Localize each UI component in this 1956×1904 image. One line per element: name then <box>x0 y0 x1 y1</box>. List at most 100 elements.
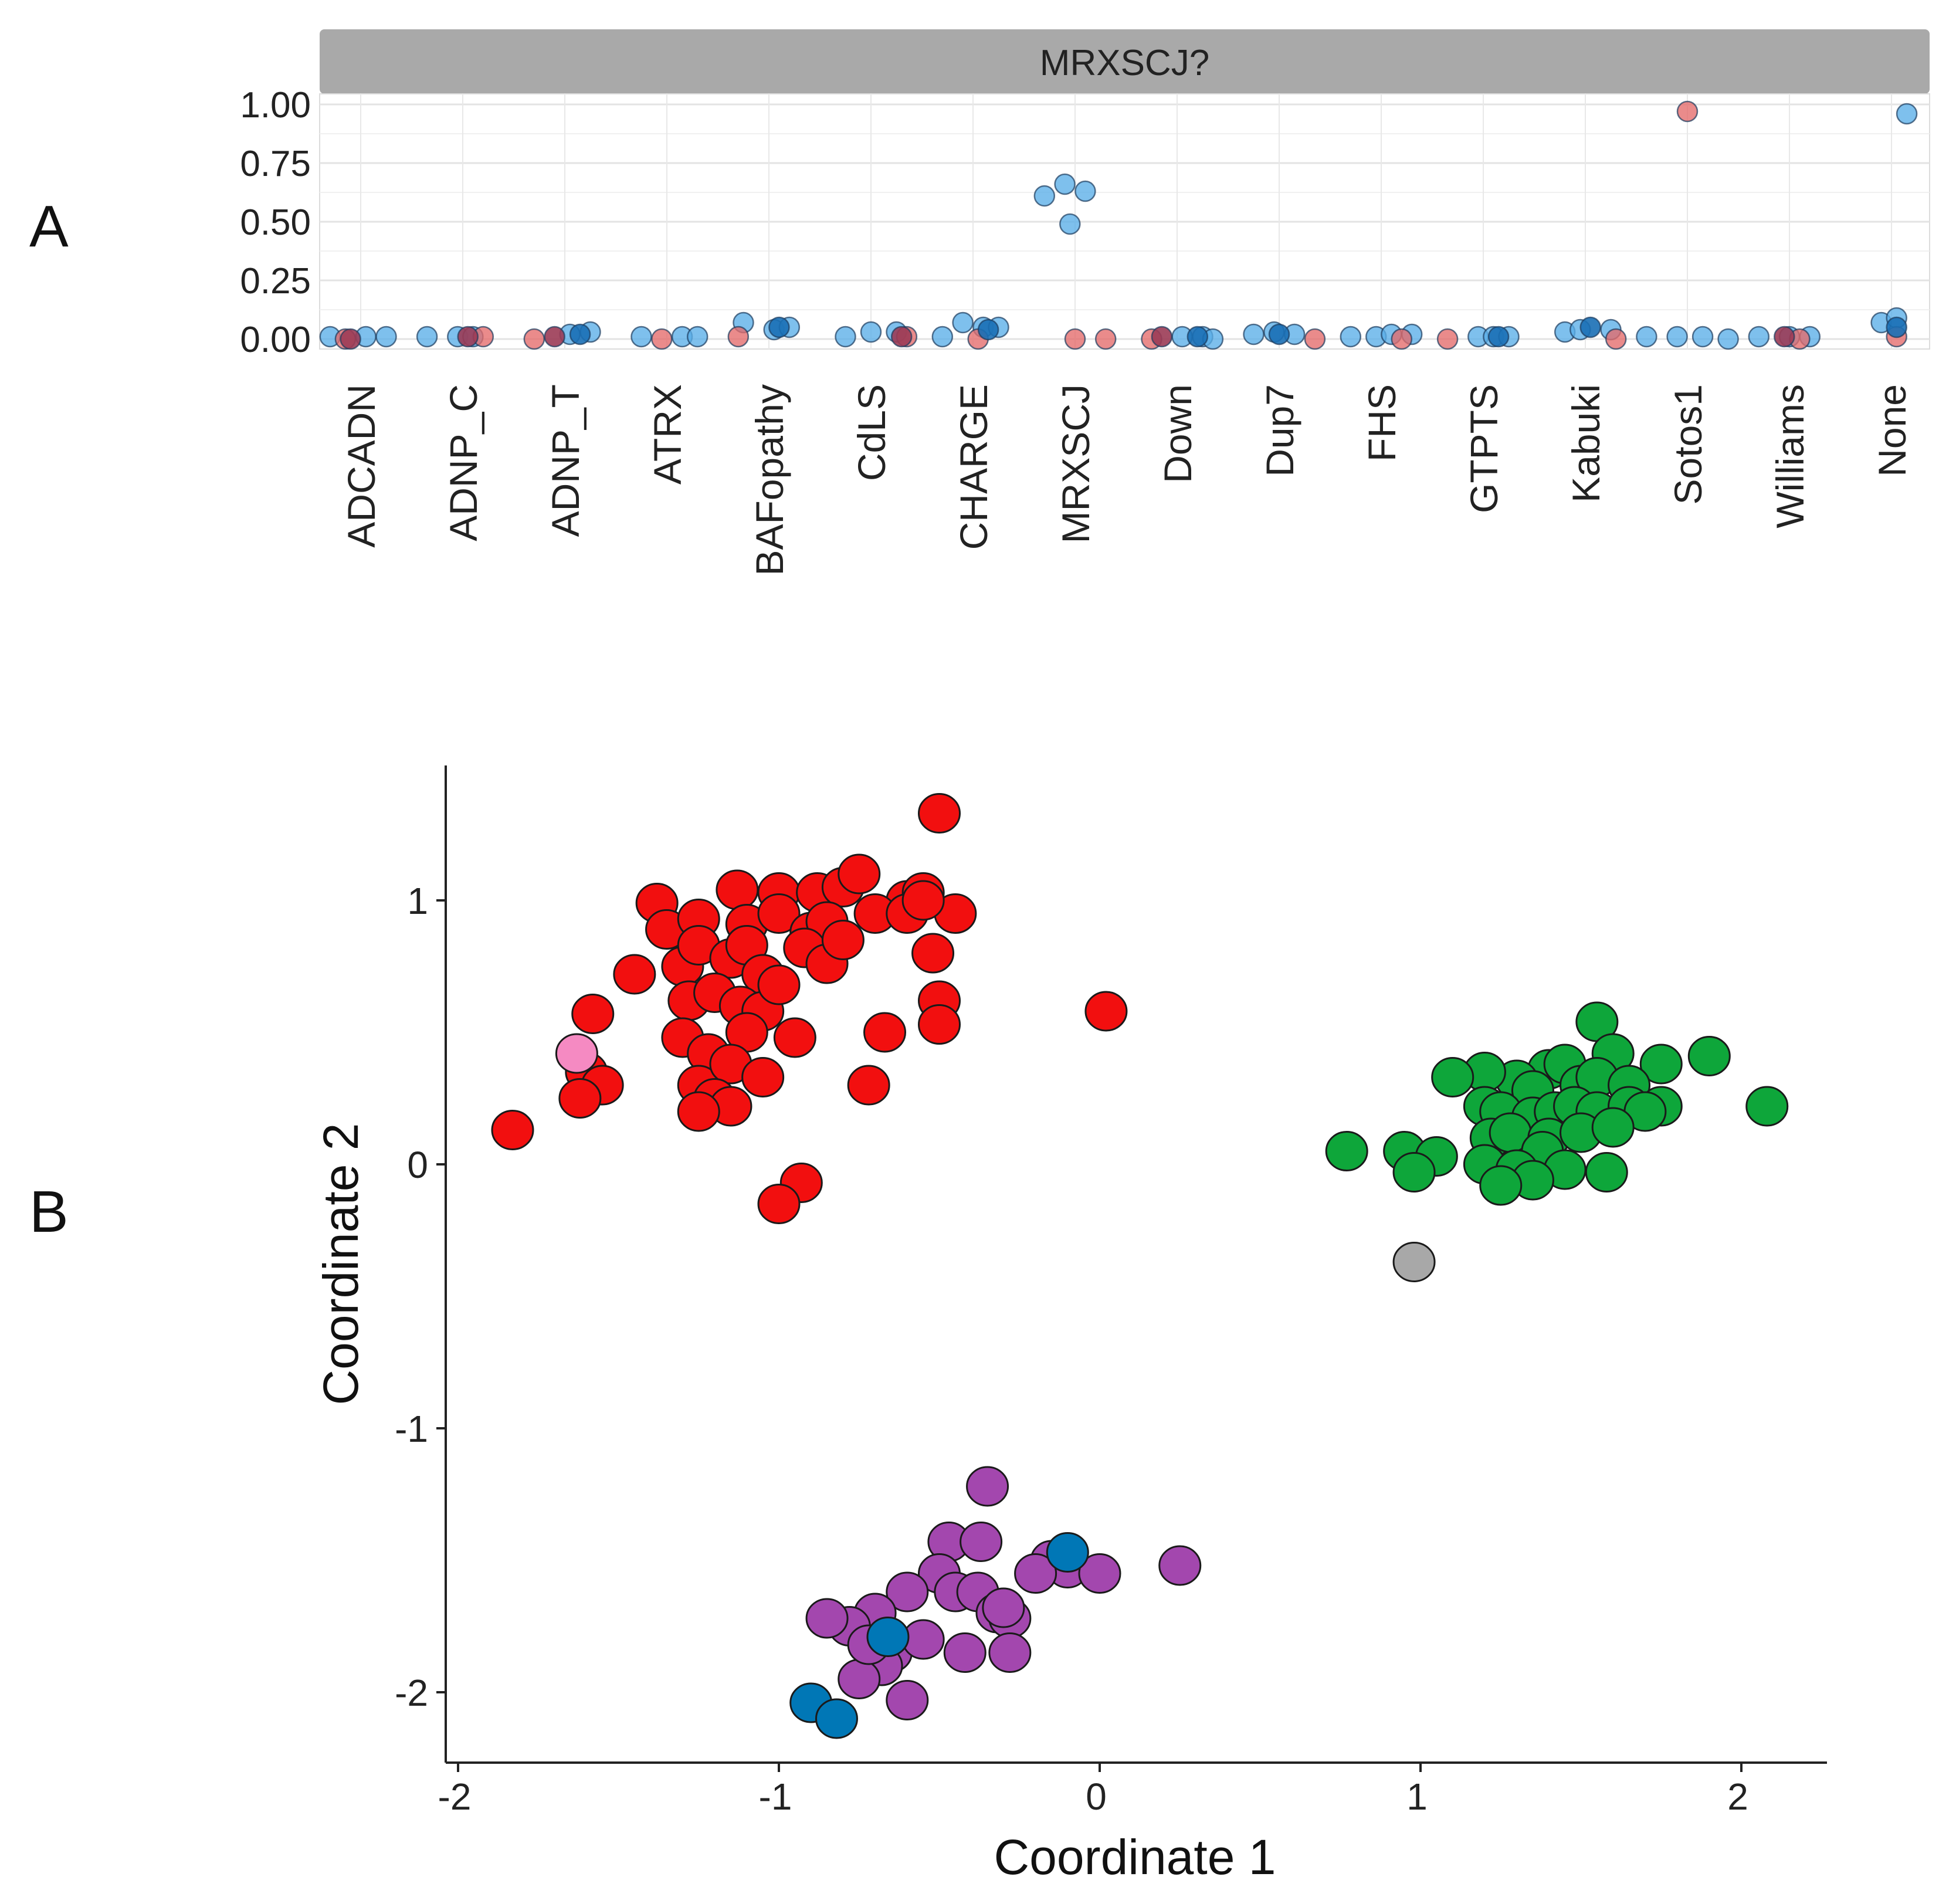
x-tick-label: CHARGE <box>952 384 995 550</box>
strip-background <box>320 29 1930 94</box>
point-blue <box>630 326 652 348</box>
x-tick-label: 1 <box>1406 1776 1428 1818</box>
point-pink <box>555 1033 598 1074</box>
point-red <box>727 326 750 348</box>
point-blue <box>1074 180 1096 202</box>
point-blue <box>1340 326 1362 348</box>
point-red <box>911 933 955 974</box>
point-purple <box>1078 1553 1121 1594</box>
point-red <box>918 1004 961 1045</box>
point-red <box>1094 328 1117 350</box>
point-green <box>1639 1044 1683 1085</box>
point-red <box>1304 328 1326 350</box>
x-tick-label: 2 <box>1727 1776 1748 1818</box>
point-green <box>1585 1152 1628 1192</box>
y-tick-label: -1 <box>395 1408 428 1450</box>
x-tick-label: GTPTS <box>1462 384 1506 513</box>
point-dark_red <box>544 326 565 348</box>
point-blue <box>1054 173 1076 195</box>
x-tick-label: FHS <box>1360 384 1404 462</box>
point-purple <box>886 1571 929 1612</box>
point-purple <box>960 1522 1003 1562</box>
point-blue <box>835 326 856 348</box>
point-blue <box>375 326 397 348</box>
x-tick-label: BAFopathy <box>748 384 791 576</box>
point-purple <box>1014 1553 1057 1594</box>
point-red <box>757 893 801 934</box>
point-red <box>571 994 615 1034</box>
point-dark_red <box>340 328 361 350</box>
point-dark_red <box>457 326 479 348</box>
point-purple <box>838 1659 881 1699</box>
point-blue <box>931 326 954 348</box>
point-green <box>1591 1107 1635 1148</box>
point-dark_blue <box>1187 326 1209 348</box>
point-blue <box>952 311 974 334</box>
point-green <box>1687 1036 1731 1076</box>
point-blue <box>1636 326 1657 348</box>
point-red <box>677 1091 720 1132</box>
point-red <box>847 1065 890 1106</box>
point-dark_blue <box>1886 316 1907 338</box>
x-tick-label: ADCADN <box>340 384 383 548</box>
y-tick-label: 1.00 <box>240 85 311 126</box>
point-dark_blue <box>977 319 999 341</box>
x-tick-label: Down <box>1156 384 1199 483</box>
point-red <box>838 853 881 895</box>
point-red <box>901 880 945 921</box>
point-red <box>491 1110 534 1150</box>
x-tick-label: CdLS <box>850 384 893 481</box>
y-tick-label: 0.50 <box>240 202 311 243</box>
y-tick-label: 1 <box>407 880 428 922</box>
point-red <box>523 328 545 350</box>
point-red <box>1084 991 1128 1032</box>
point-blue <box>686 326 709 348</box>
x-tick-label: ATRX <box>646 384 689 485</box>
x-tick-label: MRXSCJ <box>1054 384 1097 543</box>
point-dark_blue <box>1268 323 1290 345</box>
point-purple <box>966 1466 1009 1507</box>
point-green <box>1325 1131 1368 1171</box>
point-red <box>757 1184 801 1224</box>
point-dark_red <box>1151 326 1173 348</box>
y-tick-label: 0.75 <box>240 144 311 184</box>
point-purple <box>982 1587 1025 1628</box>
chart-b: -2 -1 0 1 2 -2 -1 0 1 Coordinate 1 Coordinate 2 <box>313 765 1827 1885</box>
point-red <box>613 954 656 995</box>
point-red <box>716 869 759 910</box>
point-red <box>558 1078 602 1119</box>
point-green <box>1745 1086 1789 1127</box>
point-blue <box>1033 185 1056 207</box>
point-blue <box>1666 326 1688 348</box>
point-blue <box>416 326 438 348</box>
point-blue <box>1243 323 1265 345</box>
point-red <box>757 964 801 1005</box>
point-gray <box>1392 1242 1436 1282</box>
point-blue <box>815 1698 858 1739</box>
y-axis-title: Coordinate 2 <box>313 1123 368 1405</box>
x-tick-label: -2 <box>438 1776 472 1818</box>
x-axis-title: Coordinate 1 <box>994 1830 1276 1885</box>
point-red <box>821 920 865 960</box>
x-tick-label: Williams <box>1768 384 1812 528</box>
point-dark_blue <box>1487 326 1510 348</box>
point-blue <box>1896 103 1918 125</box>
point-purple <box>988 1632 1032 1673</box>
y-tick-label: 0.00 <box>240 320 311 360</box>
point-red <box>1436 328 1459 350</box>
point-green <box>1392 1152 1436 1192</box>
x-tick-label: None <box>1870 384 1914 477</box>
y-tick-label: -2 <box>395 1672 428 1714</box>
point-dark_red <box>890 326 913 348</box>
point-red <box>651 328 673 350</box>
chart-a: MRXSCJ? 0.00 0.25 0.50 0.75 1.00 ADCADN ADNP_C A… <box>240 29 1930 576</box>
x-tick-label: -1 <box>759 1776 792 1818</box>
x-tick-label: Kabuki <box>1564 384 1608 503</box>
point-purple <box>943 1632 987 1673</box>
point-red <box>863 1012 907 1053</box>
point-green <box>1431 1057 1474 1097</box>
point-blue <box>1691 326 1714 348</box>
point-purple <box>886 1680 929 1720</box>
point-dark_blue <box>1579 316 1601 338</box>
point-purple <box>805 1598 849 1639</box>
